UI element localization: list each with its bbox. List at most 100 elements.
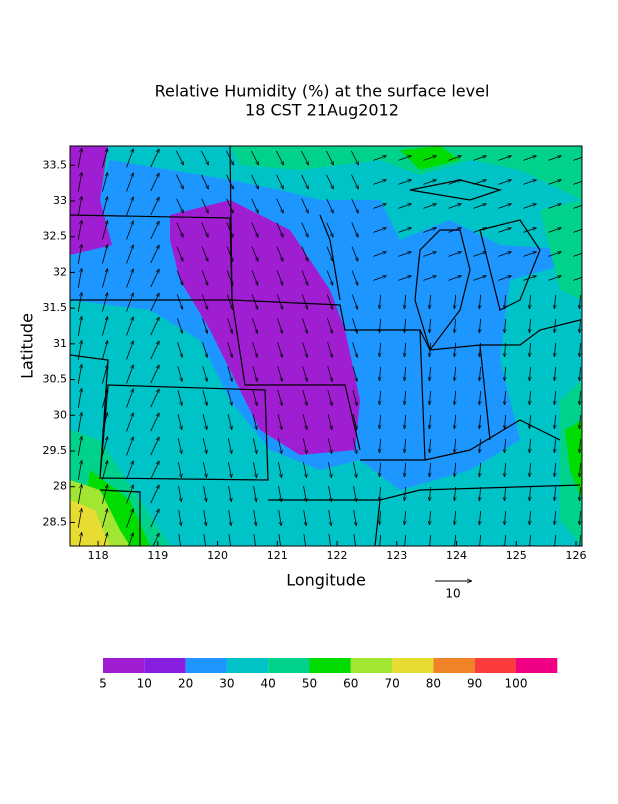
wind-arrow	[454, 438, 455, 453]
wind-arrow	[102, 388, 107, 408]
wind-arrow	[77, 244, 81, 264]
wind-arrow	[253, 462, 256, 478]
wind-arrow	[353, 534, 356, 546]
wind-arrow	[276, 198, 284, 214]
lake-outline	[409, 179, 541, 352]
wind-arrow	[277, 438, 282, 454]
wind-arrow	[352, 390, 357, 405]
state-border	[229, 146, 491, 441]
wind-arrow	[200, 150, 208, 165]
colorbar-swatch	[433, 658, 475, 673]
wind-arrow	[278, 486, 282, 502]
wind-arrow	[177, 390, 182, 405]
wind-arrow	[150, 365, 160, 384]
wind-arrow	[201, 294, 207, 309]
wind-arrow	[548, 156, 561, 161]
wind-arrow	[373, 204, 386, 209]
wind-arrow	[579, 462, 580, 477]
wind-arrow	[251, 294, 257, 309]
colorbar-swatch	[103, 658, 145, 673]
wind-arrow	[326, 246, 334, 262]
colorbar-swatch	[474, 658, 516, 673]
colorbar-swatch	[268, 658, 310, 673]
wind-arrow	[78, 532, 81, 546]
wind-arrow	[203, 510, 207, 526]
wind-arrow	[126, 245, 134, 264]
wind-arrow	[529, 414, 530, 429]
wind-arrow	[398, 252, 411, 257]
wind-arrow	[202, 318, 207, 333]
wind-arrow	[529, 534, 530, 546]
wind-arrow	[203, 534, 206, 546]
wind-arrow	[251, 246, 259, 262]
wind-arrow	[276, 246, 284, 262]
wind-arrow	[353, 510, 357, 526]
wind-arrow	[352, 438, 357, 454]
wind-arrow	[228, 486, 232, 502]
wind-arrow	[548, 252, 561, 257]
y-tick-label: 31.5	[43, 301, 68, 314]
state-border	[231, 299, 361, 451]
wind-arrow	[504, 366, 505, 381]
wind-arrow	[404, 318, 405, 333]
wind-arrow	[227, 414, 232, 430]
wind-arrow	[301, 198, 309, 214]
wind-arrow	[278, 534, 281, 546]
wind-arrow	[352, 318, 357, 333]
wind-arrow	[479, 438, 480, 453]
wind-arrow	[150, 461, 160, 480]
wind-arrow	[373, 180, 386, 185]
wind-arrow	[102, 148, 107, 168]
wind-arrow	[102, 436, 107, 456]
wind-arrow	[379, 318, 380, 333]
wind-arrow	[473, 180, 486, 185]
wind-arrow	[504, 414, 505, 429]
x-axis-label: Longitude	[286, 571, 366, 590]
wind-arrow	[177, 342, 183, 357]
field-region	[230, 146, 582, 200]
wind-arrow	[373, 252, 386, 257]
wind-arrow	[226, 222, 234, 238]
y-tick-label: 32	[53, 265, 67, 278]
wind-arrow	[226, 246, 234, 262]
wind-arrow	[448, 204, 461, 209]
wind-arrow	[253, 510, 257, 526]
wind-arrow	[77, 316, 81, 336]
wind-arrow	[228, 510, 232, 526]
wind-arrow	[429, 486, 430, 501]
wind-arrow	[404, 390, 405, 405]
wind-arrow	[150, 437, 160, 456]
wind-arrow	[448, 156, 461, 161]
wind-arrow	[201, 174, 209, 189]
wind-arrow	[529, 438, 530, 453]
y-tick-label: 30.5	[43, 373, 68, 386]
wind-arrow	[327, 366, 332, 381]
wind-arrow	[277, 366, 282, 381]
wind-arrow	[275, 150, 283, 165]
wind-arrow	[429, 390, 430, 405]
wind-arrow	[573, 156, 582, 161]
wind-arrow	[126, 437, 134, 456]
wind-arrow	[150, 245, 160, 264]
wind-arrow	[126, 461, 134, 480]
wind-arrow	[579, 318, 580, 333]
wind-arrow	[77, 412, 81, 432]
wind-arrow	[429, 366, 430, 381]
wind-arrow	[504, 390, 505, 405]
wind-arrow	[226, 270, 234, 286]
wind-arrow	[277, 318, 282, 333]
wind-arrow	[398, 204, 411, 209]
wind-arrow	[177, 318, 182, 333]
wind-arrow	[150, 389, 160, 408]
field-region	[80, 146, 582, 546]
y-tick-label: 28	[53, 480, 67, 493]
x-tick-label: 122	[327, 549, 348, 562]
wind-arrow	[579, 342, 580, 357]
wind-arrow	[479, 318, 480, 333]
wind-arrow	[379, 510, 380, 525]
wind-arrow	[276, 174, 284, 189]
wind-arrow	[373, 228, 386, 233]
wind-arrow	[303, 486, 307, 502]
wind-arrow	[276, 294, 282, 309]
wind-arrow	[579, 366, 580, 381]
